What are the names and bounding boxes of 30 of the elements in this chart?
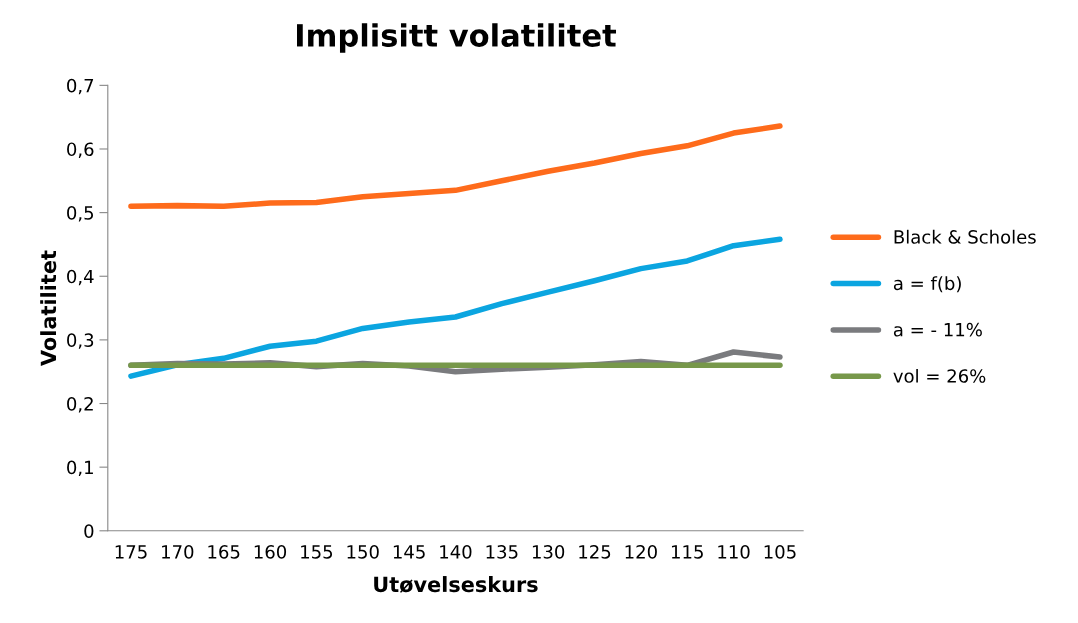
- y-tick-label: 0,3: [67, 333, 94, 349]
- y-tick-label: 0,4: [67, 269, 94, 286]
- x-tick-label: 145: [393, 545, 425, 559]
- y-tick-label: 0,1: [67, 460, 93, 477]
- y-tick-label: 0,2: [67, 396, 93, 413]
- chart-title: Implisitt volatilitet: [297, 23, 617, 53]
- x-tick-label: 105: [764, 545, 796, 559]
- x-tick-label: 165: [208, 545, 240, 559]
- x-tick-label: 150: [347, 545, 379, 559]
- legend-label: vol = 26%: [893, 368, 986, 383]
- x-tick-label: 120: [625, 545, 657, 559]
- y-tick-label: 0,5: [67, 206, 94, 222]
- x-tick-label: 110: [718, 545, 750, 559]
- x-tick-label: 175: [115, 545, 147, 559]
- legend-label: a = - 11%: [893, 322, 982, 337]
- x-tick-label: 115: [671, 545, 703, 559]
- x-tick-label: 160: [254, 545, 287, 559]
- x-tick-label: 170: [162, 545, 194, 559]
- legend-label: Black & Scholes: [894, 229, 1036, 244]
- x-tick-label: 130: [532, 545, 565, 559]
- y-tick-label: 0,6: [67, 142, 94, 158]
- y-axis-title: Volatilitet: [40, 250, 57, 366]
- legend-label: a = f(b): [893, 276, 961, 293]
- y-tick-label: 0,7: [67, 78, 94, 95]
- y-tick-label: 0: [84, 524, 94, 538]
- x-tick-label: 140: [440, 545, 472, 559]
- x-tick-label: 135: [486, 545, 518, 559]
- x-axis-title: Utøvelseskurs: [374, 576, 538, 593]
- x-tick-label: 125: [579, 545, 611, 559]
- x-tick-label: 155: [301, 545, 333, 559]
